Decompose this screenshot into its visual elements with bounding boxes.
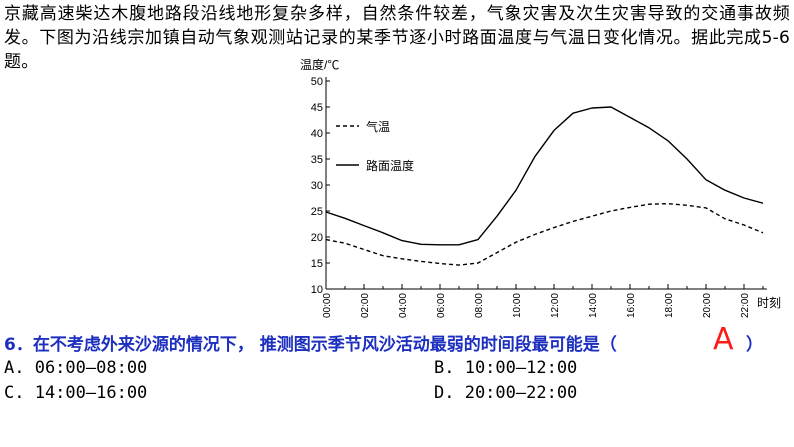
legend-label: 路面温度 — [366, 158, 414, 173]
x-tick-label: 06:00 — [436, 293, 447, 318]
option-b: B. 10:00—12:00 — [434, 358, 578, 378]
y-tick-label: 15 — [311, 258, 323, 270]
option-d: D. 20:00—22:00 — [434, 383, 578, 403]
y-tick-label: 35 — [311, 154, 323, 166]
x-tick-label: 12:00 — [550, 293, 561, 318]
x-axis-title: 时刻 — [757, 296, 781, 310]
question-6: 6．在不考虑外来沙源的情况下， 推测图示季节风沙活动最弱的时间段最可能是（ — [4, 335, 617, 355]
y-tick-label: 50 — [311, 76, 323, 88]
y-tick-label: 40 — [311, 128, 323, 140]
intro-paragraph: 京藏高速柴达木腹地路段沿线地形复杂多样，自然条件较差，气象灾害及次生灾害导致的交… — [4, 4, 790, 72]
series-line-air-temp — [325, 203, 764, 266]
y-tick-label: 45 — [311, 102, 323, 114]
legend-label: 气温 — [366, 119, 390, 134]
x-tick-label: 10:00 — [512, 293, 523, 318]
x-tick-label: 00:00 — [322, 293, 333, 318]
x-tick-label: 08:00 — [474, 293, 485, 318]
option-c: C. 14:00—16:00 — [4, 383, 148, 403]
x-tick-label: 14:00 — [588, 293, 599, 318]
x-tick-label: 02:00 — [360, 293, 371, 318]
y-tick-label: 10 — [311, 284, 323, 296]
question-close-paren: ） — [746, 335, 763, 355]
y-tick-label: 25 — [311, 206, 323, 218]
x-tick-label: 20:00 — [702, 293, 713, 318]
answer-mark: A — [713, 322, 734, 357]
y-tick-label: 30 — [311, 180, 323, 192]
series-line-road-temp — [325, 106, 764, 246]
option-a: A. 06:00—08:00 — [4, 358, 148, 378]
x-tick-label: 04:00 — [398, 293, 409, 318]
y-tick-label: 20 — [311, 232, 323, 244]
x-tick-label: 22:00 — [740, 293, 751, 318]
x-tick-label: 16:00 — [626, 293, 637, 318]
x-tick-label: 18:00 — [664, 293, 675, 318]
y-axis-title: 温度/℃ — [300, 57, 339, 72]
